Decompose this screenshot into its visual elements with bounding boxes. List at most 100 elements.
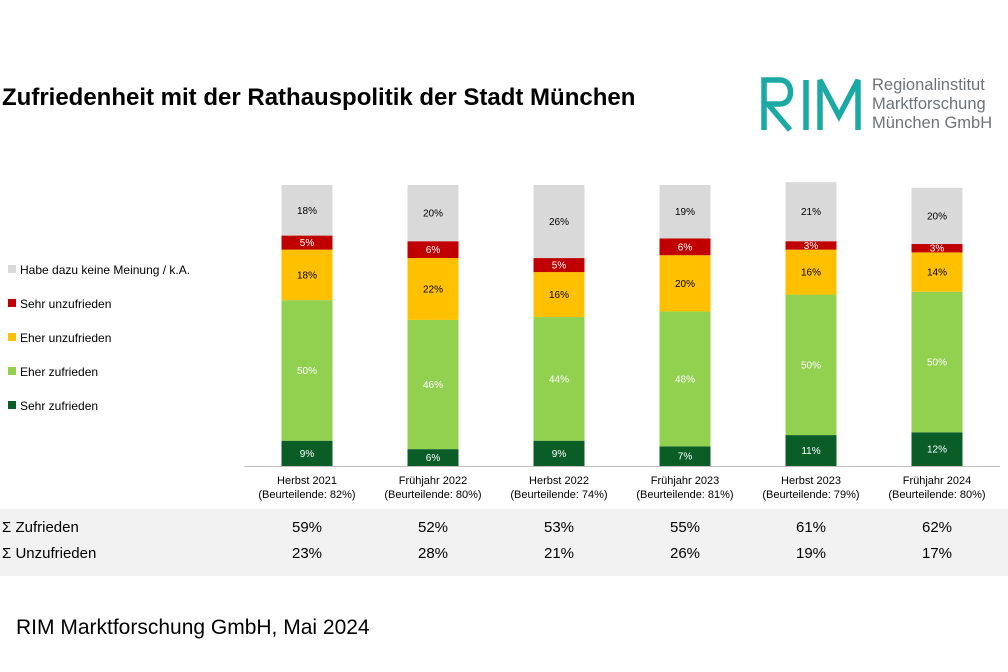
bar-segment-eher-unzufrieden [533,272,585,318]
data-label: 3% [804,241,819,252]
summary-row-unzufrieden: Σ Unzufrieden 23% 28% 21% 26% 19% 17% [0,543,1008,565]
data-label: 7% [678,452,693,463]
bar-segment-eher-zufrieden [911,291,963,433]
bar-segment-eher-unzufrieden [785,249,837,295]
data-label: 6% [426,245,441,256]
bar-segment-eher-unzufrieden [281,249,333,301]
logo-line: Regionalinstitut [872,76,985,94]
data-label: 9% [552,449,567,460]
data-label: 20% [927,211,947,222]
legend-swatch [8,299,16,307]
footer-source: RIM Marktforschung GmbH, Mai 2024 [16,616,370,639]
x-tick-label: (Beurteilende: 79%) [762,489,859,501]
legend-item-sehr-unzufrieden: Sehr unzufrieden [8,296,111,312]
summary-value: 26% [669,545,701,562]
summary-value: 17% [921,545,953,562]
x-tick-label: Herbst 2023 [781,475,841,487]
x-tick-label: (Beurteilende: 80%) [888,489,985,501]
bar-segment-sehr-unzufrieden [911,244,963,253]
bar-segment-keine-meinung [659,185,711,239]
rim-logo: Regionalinstitut Marktforschung München … [760,74,1008,134]
chart-title: Zufriedenheit mit der Rathauspolitik der… [2,84,636,111]
legend-label: Eher unzufrieden [20,331,112,345]
bar-segment-sehr-zufrieden [659,446,711,466]
logo-line: Marktforschung [872,95,986,113]
summary-value: 55% [669,519,701,536]
rim-logo-text: Regionalinstitut Marktforschung München … [872,76,992,133]
data-label: 44% [549,374,569,385]
bar-segment-sehr-unzufrieden [659,238,711,256]
bar-segment-eher-unzufrieden [407,258,459,320]
data-label: 3% [930,244,945,255]
bar-segment-eher-unzufrieden [659,255,711,312]
summary-value: 21% [543,545,575,562]
bar-segment-keine-meinung [785,182,837,242]
bar-segment-eher-zufrieden [785,294,837,436]
data-label: 14% [927,268,947,279]
data-label: 20% [675,279,695,290]
legend-item-keine-meinung: Habe dazu keine Meinung / k.A. [8,262,190,278]
data-label: 16% [549,290,569,301]
x-tick-label: Frühjahr 2024 [903,475,972,487]
logo-line: München GmbH [872,114,993,132]
data-label: 19% [675,207,695,218]
bar-segment-keine-meinung [533,185,585,259]
legend-label: Habe dazu keine Meinung / k.A. [20,263,191,277]
summary-row-zufrieden: Σ Zufrieden 59% 52% 53% 55% 61% 62% [0,517,1008,539]
x-tick-label: Frühjahr 2022 [399,475,468,487]
legend-label: Sehr unzufrieden [20,297,112,311]
x-tick-label: (Beurteilende: 80%) [384,489,481,501]
bar-segment-sehr-unzufrieden [281,235,333,250]
data-label: 50% [801,360,821,371]
bar-segment-sehr-zufrieden [407,449,459,466]
bar-segment-eher-unzufrieden [911,252,963,292]
bar-segment-sehr-zufrieden [533,440,585,466]
summary-value: 52% [417,519,449,536]
bar-segment-keine-meinung [281,185,333,236]
bar-segment-sehr-unzufrieden [533,258,585,273]
data-label: 50% [297,366,317,377]
bar-segment-sehr-unzufrieden [785,241,837,250]
legend-swatch [8,367,16,375]
bar-segment-sehr-zufrieden [785,435,837,466]
summary-value: 23% [291,545,323,562]
x-tick-label: (Beurteilende: 82%) [258,489,355,501]
bar-segment-sehr-zufrieden [281,440,333,466]
bar-segment-keine-meinung [407,185,459,242]
data-label: 11% [801,446,820,457]
rim-logo-mark [761,77,861,132]
bar-segment-sehr-zufrieden [911,432,963,466]
summary-label: Σ Zufrieden [2,519,79,536]
data-label: 6% [426,453,441,464]
data-label: 46% [423,380,443,391]
legend-item-eher-unzufrieden: Eher unzufrieden [8,330,111,346]
x-tick-label: (Beurteilende: 81%) [636,489,733,501]
data-label: 12% [927,445,947,456]
data-label: 48% [675,374,695,385]
x-tick-label: Herbst 2021 [277,475,337,487]
bar-segment-eher-zufrieden [407,319,459,450]
summary-value: 53% [543,519,575,536]
data-label: 20% [423,209,443,220]
summary-value: 28% [417,545,449,562]
x-tick-label: Herbst 2022 [529,475,589,487]
data-label: 5% [300,238,315,249]
summary-table: Σ Zufrieden 59% 52% 53% 55% 61% 62% Σ Un… [0,509,1008,576]
data-label: 6% [678,242,693,253]
bar-segment-eher-zufrieden [533,317,585,441]
summary-value: 61% [795,519,827,536]
data-label: 21% [801,207,821,218]
data-label: 16% [801,268,821,279]
legend-swatch [8,265,16,273]
bar-segment-eher-zufrieden [281,300,333,441]
summary-label: Σ Unzufrieden [2,545,97,562]
data-label: 26% [549,217,569,228]
legend-item-eher-zufrieden: Eher zufrieden [8,364,98,380]
data-label: 5% [552,261,567,272]
bar-segment-eher-zufrieden [659,311,711,447]
summary-value: 19% [795,545,827,562]
data-label: 22% [423,284,443,295]
bar-segment-sehr-unzufrieden [407,241,459,259]
bar-segment-keine-meinung [911,187,963,245]
legend-label: Sehr zufrieden [20,399,99,413]
